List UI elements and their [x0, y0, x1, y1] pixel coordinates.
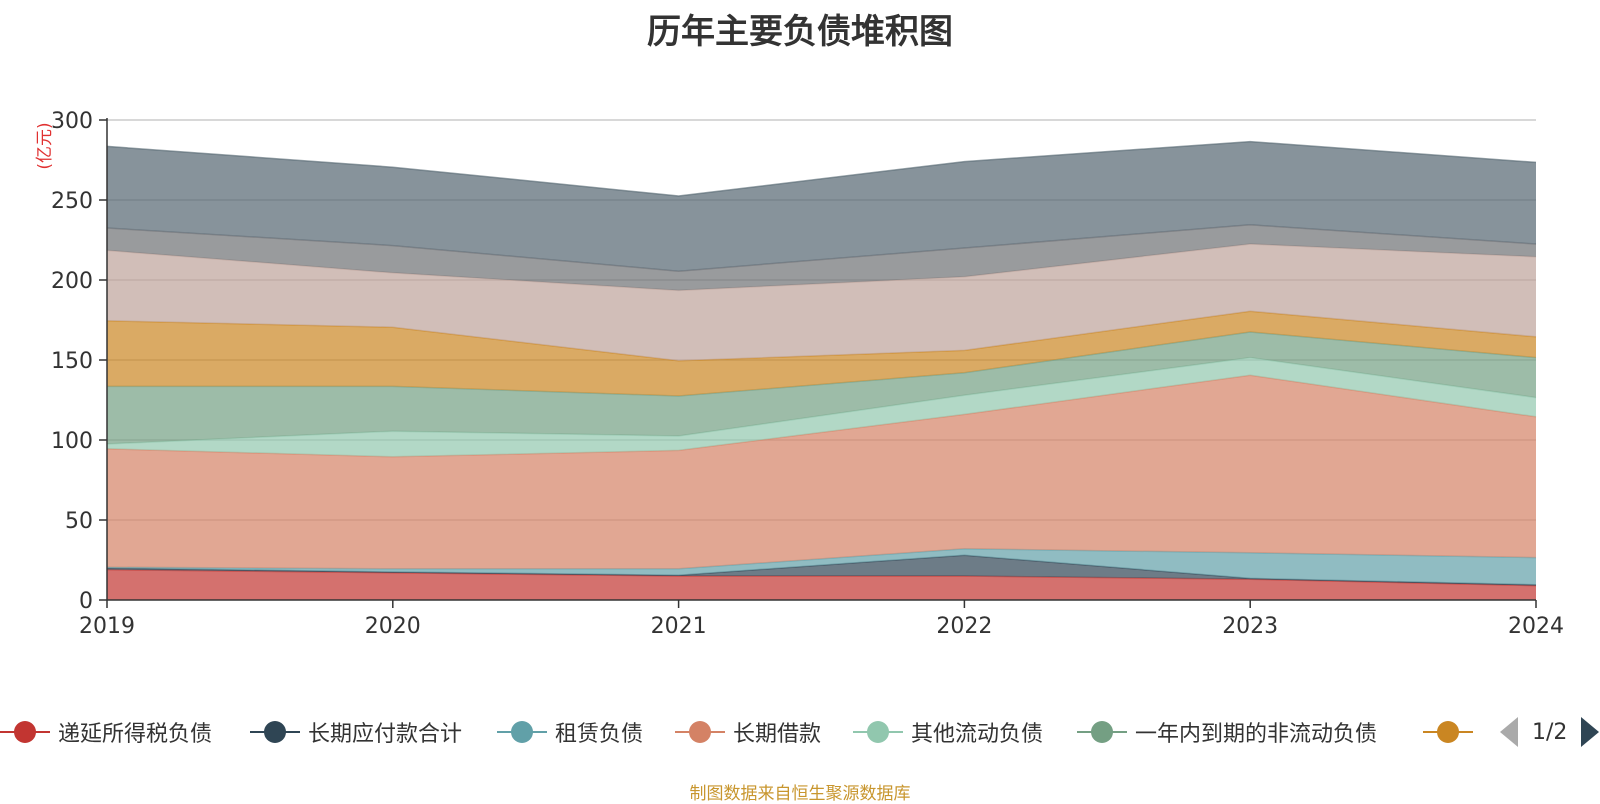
legend-label: 长期借款: [733, 722, 822, 747]
legend-label: 递延所得税负债: [58, 722, 213, 747]
legend-marker-icon: [853, 717, 903, 747]
legend-item-3[interactable]: 长期借款: [675, 712, 821, 752]
legend-item-5[interactable]: 一年内到期的非流动负债: [1077, 712, 1377, 752]
x-tick-label: 2021: [651, 614, 707, 639]
legend-marker-icon: [250, 717, 300, 747]
area-series-0[interactable]: [107, 569, 1536, 600]
x-tick-label: 2024: [1508, 614, 1564, 639]
area-series-3[interactable]: [107, 375, 1536, 569]
area-series-8[interactable]: [107, 224, 1536, 291]
area-series-2[interactable]: [107, 548, 1536, 585]
legend-marker-icon: [675, 717, 725, 747]
y-tick-label: 150: [51, 349, 93, 374]
legend-marker-icon: [1077, 717, 1127, 747]
source-note: 制图数据来自恒生聚源数据库: [689, 784, 911, 804]
y-axis-unit-label: (亿元): [35, 122, 55, 169]
legend-marker-icon: [497, 717, 547, 747]
legend-label: 长期应付款合计: [308, 722, 463, 747]
legend-item-6[interactable]: [1423, 712, 1473, 752]
y-tick-label: 200: [51, 269, 93, 294]
legend-page-indicator: 1/2: [1532, 719, 1568, 745]
chart-title: 历年主要负债堆积图: [647, 12, 953, 52]
y-tick-label: 250: [51, 189, 93, 214]
area-line-series-9: [106, 140, 1537, 197]
area-series-1[interactable]: [107, 555, 1536, 586]
area-series-9[interactable]: [107, 141, 1536, 272]
legend-item-2[interactable]: 租赁负债: [497, 712, 643, 752]
legend-pager: 1/2: [1500, 712, 1600, 752]
legend: 递延所得税负债 长期应付款合计 租赁负债 长期借款 其他流动负债 一年内到期的非流动负债: [0, 712, 1600, 752]
legend-prev-page-icon[interactable]: [1500, 717, 1518, 747]
area-series-7[interactable]: [107, 244, 1536, 361]
legend-item-0[interactable]: 递延所得税负债: [0, 712, 212, 752]
y-tick-label: 300: [51, 109, 93, 134]
x-tick-label: 2022: [936, 614, 992, 639]
legend-label: 其他流动负债: [911, 722, 1044, 747]
x-tick-label: 2023: [1222, 614, 1278, 639]
legend-label: 一年内到期的非流动负债: [1135, 722, 1378, 747]
y-tick-label: 100: [51, 429, 93, 454]
y-tick-label: 0: [79, 589, 93, 614]
x-tick-label: 2019: [79, 614, 135, 639]
area-series-5[interactable]: [107, 332, 1536, 444]
legend-next-page-icon[interactable]: [1581, 717, 1600, 747]
legend-marker-icon: [0, 717, 50, 747]
legend-marker-icon: [1423, 717, 1473, 747]
legend-item-1[interactable]: 长期应付款合计: [250, 712, 462, 752]
area-series-4[interactable]: [107, 357, 1536, 457]
legend-item-4[interactable]: 其他流动负债: [853, 712, 1043, 752]
y-tick-label: 50: [65, 509, 93, 534]
x-tick-label: 2020: [365, 614, 421, 639]
legend-label: 租赁负债: [555, 722, 644, 747]
area-series-6[interactable]: [107, 311, 1536, 396]
